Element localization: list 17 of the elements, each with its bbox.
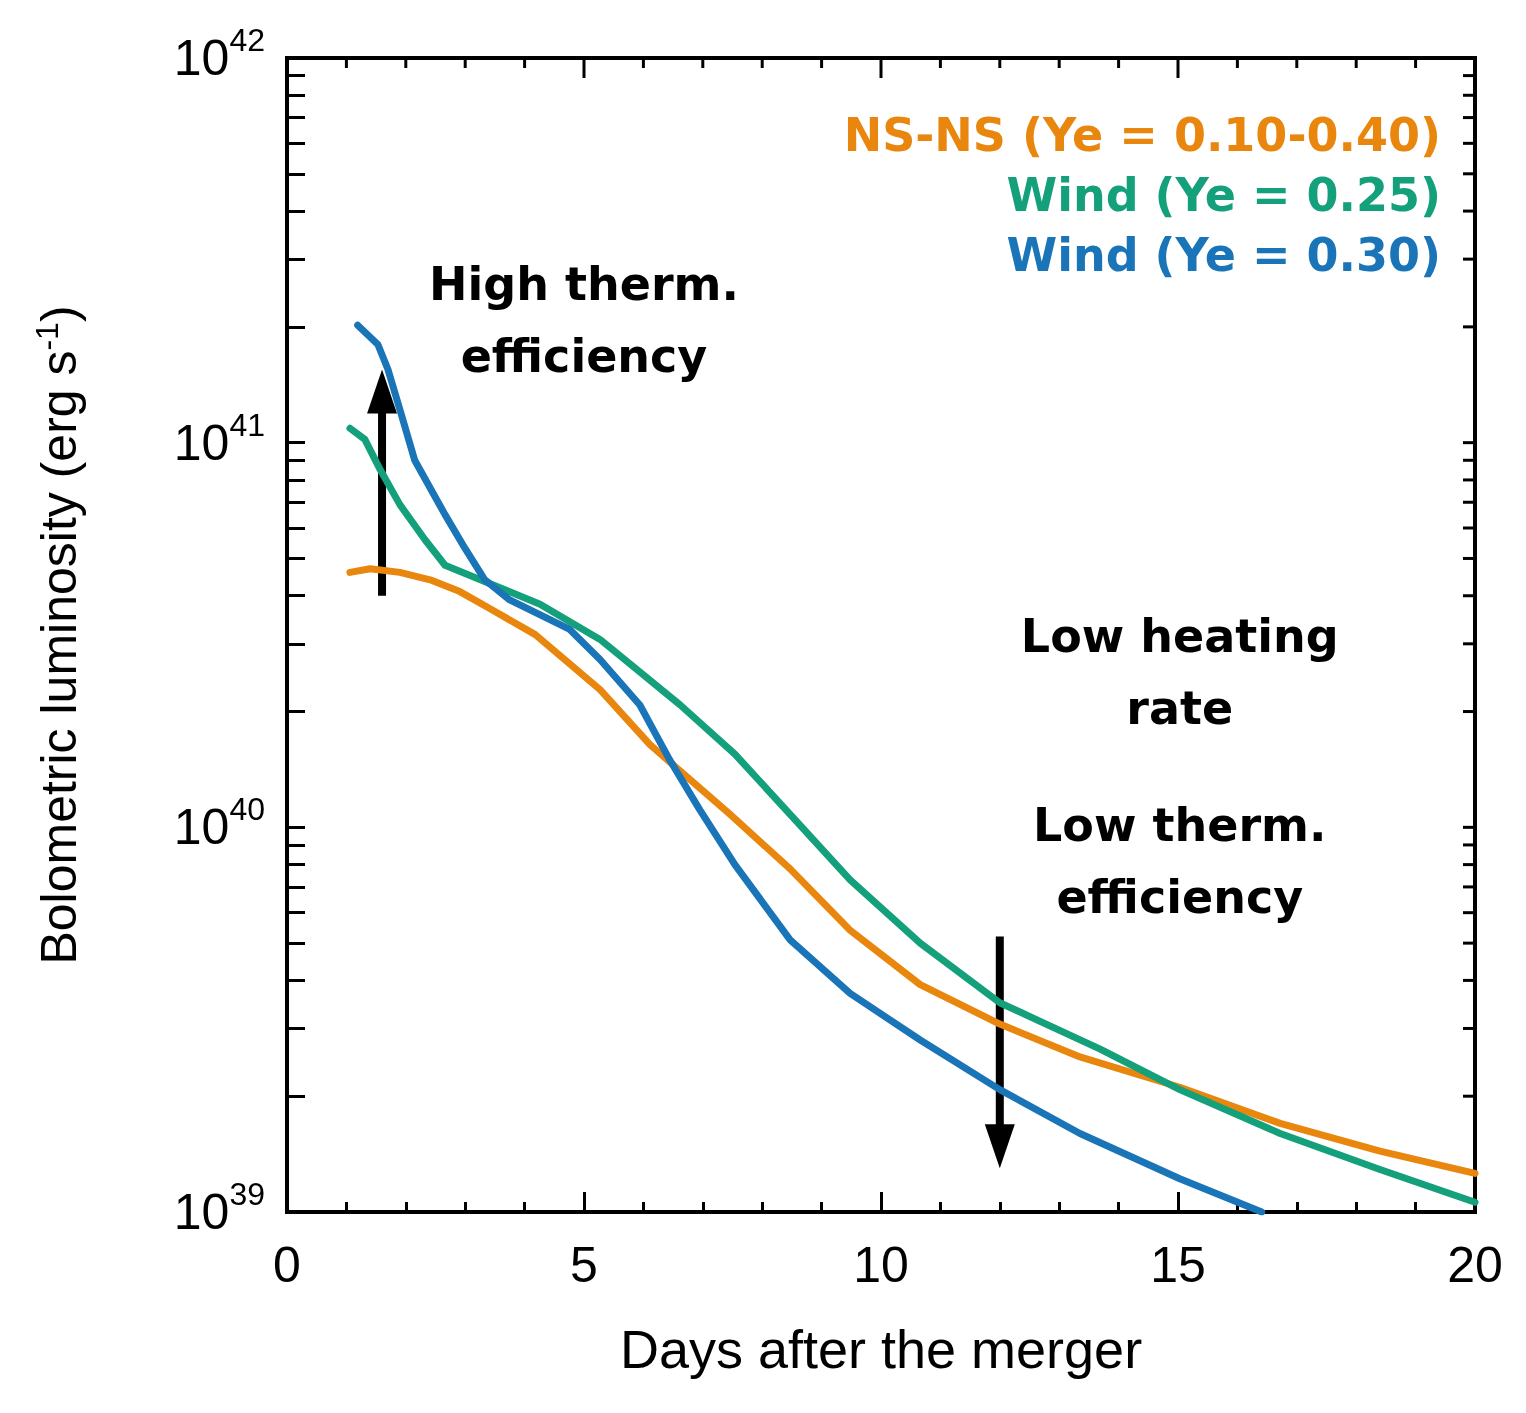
x-axis-title: Days after the merger (619, 1319, 1143, 1379)
x-tick-label: 10 (853, 1237, 909, 1293)
annotation: Low therm. efficiency (1032, 796, 1328, 926)
y-tick-label: 10$^{41}$ (173, 406, 265, 471)
x-tick-label: 15 (1150, 1237, 1206, 1293)
text: Wind (Ye = 0.30) (1006, 228, 1441, 282)
y-tick-label: 10$^{39}$ (173, 1176, 265, 1240)
y-tick-label: 10$^{40}$ (173, 791, 265, 856)
x-tick-label: 0 (273, 1237, 301, 1293)
y-axis-title: Bolometric luminosity (erg s-1) (29, 305, 87, 965)
y-tick-label: 10$^{42}$ (173, 22, 265, 86)
text: NS-NS (Ye = 0.10-0.40) (843, 108, 1441, 162)
annotation: High therm. efficiency (428, 256, 740, 386)
annotation: Low heating rate (1019, 607, 1340, 737)
x-tick-label: 5 (570, 1237, 598, 1293)
x-tick-label: 20 (1447, 1237, 1503, 1293)
text: Wind (Ye = 0.25) (1006, 168, 1441, 222)
